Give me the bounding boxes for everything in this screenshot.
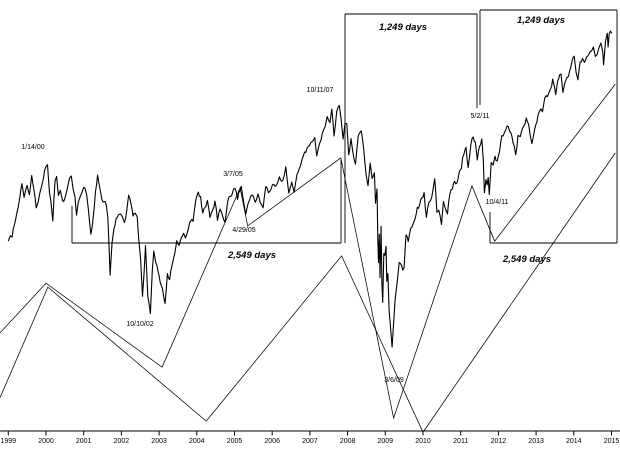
pivot-date-label: 10/10/02 [126, 321, 153, 328]
x-axis-year-label: 2013 [528, 438, 544, 445]
x-axis: 1999 2000 2001 2002 2003 2004 2005 2006 2007 2008… [0, 430, 620, 445]
x-axis-year-label: 2010 [415, 438, 431, 445]
x-axis-year-label: 2009 [378, 438, 394, 445]
pivot-date-label: 10/4/11 [486, 199, 509, 206]
pivot-date-label: 10/11/07 [307, 87, 334, 94]
x-axis-year-label: 2000 [38, 438, 54, 445]
x-axis-year-label: 2005 [227, 438, 243, 445]
x-axis-year-label: 2002 [114, 438, 130, 445]
price-series [7, 30, 613, 348]
x-axis-year-label: 2008 [340, 438, 356, 445]
duration-label: 2,549 days [227, 250, 276, 261]
x-axis-year-label: 2001 [76, 438, 92, 445]
x-axis-year-label: 2015 [604, 438, 620, 445]
pivot-date-label: 1/14/00 [21, 144, 44, 151]
x-axis-year-label: 2007 [302, 438, 318, 445]
pivot-date-label: 4/29/05 [232, 227, 255, 234]
pivot-date-label: 3/6/09 [384, 377, 404, 384]
duration-label: 1,249 days [517, 15, 565, 26]
x-axis-year-label: 2014 [566, 438, 582, 445]
cycle-line-1 [0, 83, 616, 420]
x-axis-year-label: 1999 [1, 438, 17, 445]
pivot-date-label: 3/7/05 [223, 171, 243, 178]
duration-brackets [71, 9, 618, 244]
duration-labels: 1,249 days 1,249 days 2,549 days 2,549 d… [227, 15, 565, 265]
cycle-line-2 [0, 152, 616, 433]
duration-label: 1,249 days [379, 22, 427, 33]
pivot-date-label: 5/2/11 [471, 113, 490, 120]
x-axis-year-label: 2003 [151, 438, 167, 445]
pivot-labels: 1/14/00 10/10/02 3/7/05 4/29/05 10/11/07… [21, 87, 508, 384]
price-line [7, 30, 613, 348]
x-axis-year-label: 2011 [453, 438, 468, 445]
x-axis-year-label: 2012 [491, 438, 507, 445]
x-axis-year-label: 2006 [264, 438, 280, 445]
x-axis-year-label: 2004 [189, 438, 205, 445]
duration-label: 2,549 days [502, 254, 551, 265]
